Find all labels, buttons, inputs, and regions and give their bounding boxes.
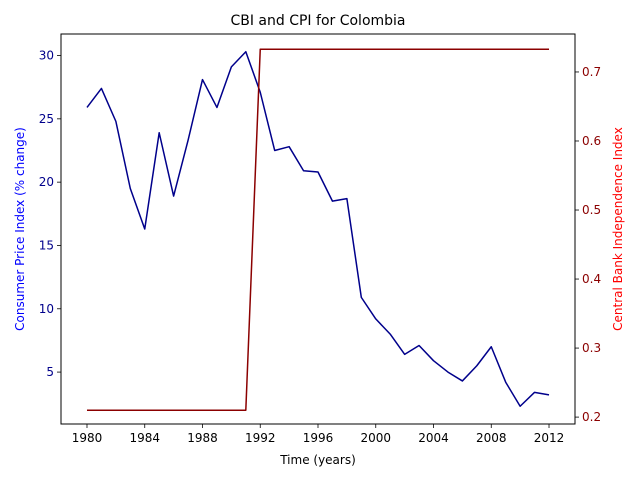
y-right-tick-label: 0.6 [582, 134, 601, 148]
y-right-tick-label: 0.4 [582, 272, 601, 286]
x-tick-label: 1984 [129, 431, 160, 445]
x-tick-label: 1996 [303, 431, 334, 445]
x-tick-label: 1992 [245, 431, 276, 445]
x-tick-label: 2012 [534, 431, 565, 445]
y-right-tick-label: 0.5 [582, 203, 601, 217]
y-right-tick-label: 0.2 [582, 410, 601, 424]
y-right-tick-label: 0.7 [582, 65, 601, 79]
x-tick-label: 2000 [360, 431, 391, 445]
y-left-tick-label: 30 [39, 49, 54, 63]
y-axis-left-label: Consumer Price Index (% change) [13, 127, 27, 331]
y-left-tick-label: 15 [39, 238, 54, 252]
x-tick-label: 2008 [476, 431, 507, 445]
plot-frame [60, 33, 576, 425]
y-left-tick-label: 5 [46, 365, 54, 379]
y-left-tick-label: 20 [39, 175, 54, 189]
x-tick-label: 1980 [72, 431, 103, 445]
x-axis-label: Time (years) [279, 453, 356, 467]
y-left-tick-label: 25 [39, 112, 54, 126]
x-tick-label: 1988 [187, 431, 218, 445]
y-left-tick-label: 10 [39, 302, 54, 316]
y-right-tick-label: 0.3 [582, 341, 601, 355]
y-axis-right-label: Central Bank Independence Index [611, 127, 625, 331]
cpi-series-line [86, 50, 550, 408]
cbi-series-line [86, 48, 550, 411]
x-tick-label: 2004 [418, 431, 449, 445]
chart-title: CBI and CPI for Colombia [230, 13, 405, 29]
